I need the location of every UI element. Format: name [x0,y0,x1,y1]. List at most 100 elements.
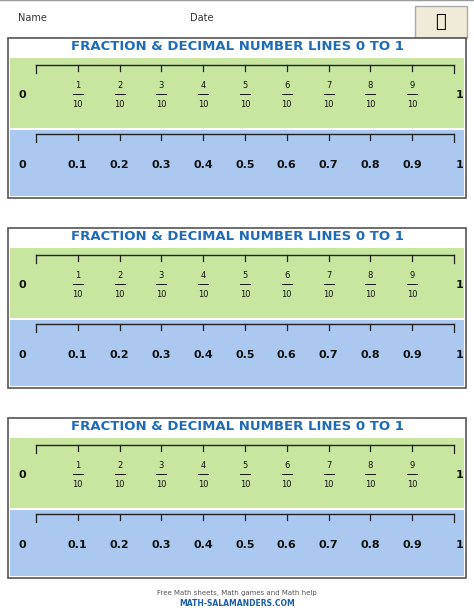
Text: 4: 4 [201,81,206,90]
Text: 10: 10 [198,290,209,299]
Text: 10: 10 [323,290,334,299]
Text: Date: Date [190,13,213,23]
Text: 0.6: 0.6 [277,160,297,170]
Text: 3: 3 [159,81,164,90]
Text: 0.8: 0.8 [361,540,380,550]
Text: 1: 1 [75,81,81,90]
Text: FRACTION & DECIMAL NUMBER LINES 0 TO 1: FRACTION & DECIMAL NUMBER LINES 0 TO 1 [71,230,403,243]
Text: 10: 10 [240,100,250,109]
Text: FRACTION & DECIMAL NUMBER LINES 0 TO 1: FRACTION & DECIMAL NUMBER LINES 0 TO 1 [71,420,403,433]
Text: 10: 10 [365,480,376,489]
Text: 10: 10 [240,480,250,489]
Bar [10,510,464,576]
Text: 2: 2 [117,461,122,470]
Text: 1: 1 [75,461,81,470]
Text: 0.4: 0.4 [193,540,213,550]
Text: 10: 10 [156,290,167,299]
Text: 6: 6 [284,81,290,90]
Text: 9: 9 [410,271,415,280]
Text: 1: 1 [456,160,464,170]
Text: 0.4: 0.4 [193,160,213,170]
Bar [415,6,467,38]
Text: 8: 8 [368,461,373,470]
Text: 0.3: 0.3 [152,350,171,360]
Text: 🦒: 🦒 [436,13,447,31]
Text: 10: 10 [156,100,167,109]
Text: 10: 10 [323,100,334,109]
Text: 10: 10 [407,480,418,489]
Text: 0.1: 0.1 [68,160,88,170]
Text: 10: 10 [240,290,250,299]
Bar [8,418,466,578]
Text: 10: 10 [114,290,125,299]
Text: 0.1: 0.1 [68,350,88,360]
Text: 10: 10 [156,480,167,489]
Text: Free Math sheets, Math games and Math help: Free Math sheets, Math games and Math he… [157,590,317,596]
Text: FRACTION & DECIMAL NUMBER LINES 0 TO 1: FRACTION & DECIMAL NUMBER LINES 0 TO 1 [71,40,403,53]
Bar [10,130,464,196]
Bar [8,38,466,198]
Text: 1: 1 [75,271,81,280]
Text: 7: 7 [326,461,331,470]
Text: 10: 10 [365,290,376,299]
Text: 5: 5 [242,271,247,280]
Text: 1: 1 [456,540,464,550]
Text: 0: 0 [18,350,26,360]
Text: 0.5: 0.5 [235,540,255,550]
Text: 0: 0 [18,280,26,290]
Text: 1: 1 [456,470,464,480]
Bar [10,58,464,128]
Text: 0.6: 0.6 [277,540,297,550]
Text: 10: 10 [407,290,418,299]
Text: 0.8: 0.8 [361,160,380,170]
Text: 10: 10 [282,480,292,489]
Text: 10: 10 [282,100,292,109]
Bar [10,248,464,318]
Text: 0.3: 0.3 [152,160,171,170]
Text: 0.9: 0.9 [402,540,422,550]
Text: 10: 10 [365,100,376,109]
Text: 5: 5 [242,81,247,90]
Text: 10: 10 [73,480,83,489]
Text: 0: 0 [18,540,26,550]
Text: 1: 1 [456,90,464,100]
Text: 10: 10 [114,480,125,489]
Text: 6: 6 [284,271,290,280]
Text: 8: 8 [368,81,373,90]
Text: Name: Name [18,13,47,23]
Text: 9: 9 [410,81,415,90]
Text: 0.8: 0.8 [361,350,380,360]
Text: 0.2: 0.2 [110,160,129,170]
Text: 7: 7 [326,81,331,90]
Text: 0.2: 0.2 [110,350,129,360]
Text: 0.7: 0.7 [319,350,338,360]
Text: 3: 3 [159,271,164,280]
Text: 7: 7 [326,271,331,280]
Bar [10,438,464,508]
Text: 0.3: 0.3 [152,540,171,550]
Text: 1: 1 [456,350,464,360]
Text: 4: 4 [201,461,206,470]
Text: 0.4: 0.4 [193,350,213,360]
Text: 5: 5 [242,461,247,470]
Text: 8: 8 [368,271,373,280]
Text: 1: 1 [456,280,464,290]
Text: 0.5: 0.5 [235,160,255,170]
Text: 10: 10 [114,100,125,109]
Text: 0.7: 0.7 [319,540,338,550]
Text: 0.9: 0.9 [402,160,422,170]
Text: 10: 10 [323,480,334,489]
Text: 0: 0 [18,470,26,480]
Text: 0.7: 0.7 [319,160,338,170]
Bar [10,320,464,386]
Text: 6: 6 [284,461,290,470]
Text: 0: 0 [18,160,26,170]
Text: 10: 10 [407,100,418,109]
Text: 0.2: 0.2 [110,540,129,550]
Text: 0.6: 0.6 [277,350,297,360]
Text: 0: 0 [18,90,26,100]
Text: 10: 10 [198,100,209,109]
Text: 10: 10 [73,100,83,109]
Text: MATH-SALAMANDERS.COM: MATH-SALAMANDERS.COM [179,598,295,607]
Text: 0.5: 0.5 [235,350,255,360]
